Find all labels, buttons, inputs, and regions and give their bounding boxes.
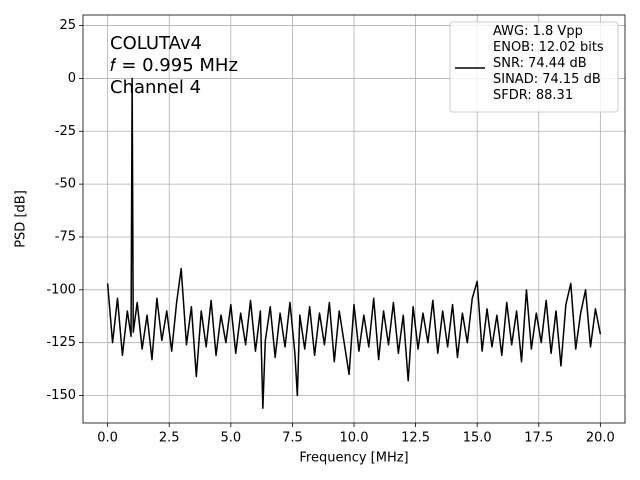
series-line — [106, 77, 602, 409]
y-tick-label: -25 — [55, 124, 76, 139]
x-tick-label: 0.0 — [97, 431, 118, 446]
y-tick-label: -125 — [46, 335, 76, 350]
legend-holder: AWG: 1.8 Vpp ENOB: 12.02 bits SNR: 74.44… — [493, 24, 604, 103]
x-tick-label: 7.5 — [282, 431, 303, 446]
x-tick-label: 10.0 — [340, 431, 369, 446]
x-axis-label: Frequency [MHz] — [299, 451, 408, 466]
legend-box — [449, 21, 619, 113]
annotation: Channel 4 — [110, 77, 201, 98]
annotation: 𝑓 = 0.995 MHz — [110, 55, 238, 76]
y-tick-label: -50 — [55, 177, 76, 192]
x-tick-label: 20.0 — [586, 431, 615, 446]
plot-layer: 0.0 2.5 5.0 7.5 10.0 12.5 15.0 17.5 20.0 -150 -125… — [46, 15, 625, 446]
y-tick-label: -100 — [46, 282, 76, 297]
y-tick-label: 0 — [68, 71, 76, 86]
y-tick-label: -75 — [55, 229, 76, 244]
y-tick-label: -150 — [46, 388, 76, 403]
axes-frame — [82, 14, 626, 424]
y-tick-label: 25 — [59, 18, 76, 33]
x-tick-label: 5.0 — [220, 431, 241, 446]
x-tick-label: 12.5 — [401, 431, 430, 446]
legend-label: AWG: 1.8 Vpp ENOB: 12.02 bits SNR: 74.44… — [493, 24, 604, 103]
annotation: COLUTAv4 — [110, 33, 202, 54]
y-axis-label: PSD [dB] — [14, 190, 29, 248]
x-tick-label: 15.0 — [463, 431, 492, 446]
x-tick-label: 2.5 — [159, 431, 180, 446]
x-tick-label: 17.5 — [524, 431, 553, 446]
